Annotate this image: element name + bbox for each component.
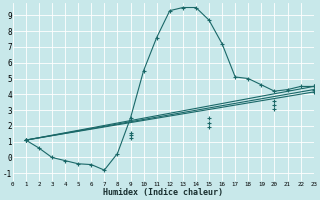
X-axis label: Humidex (Indice chaleur): Humidex (Indice chaleur) xyxy=(103,188,223,197)
